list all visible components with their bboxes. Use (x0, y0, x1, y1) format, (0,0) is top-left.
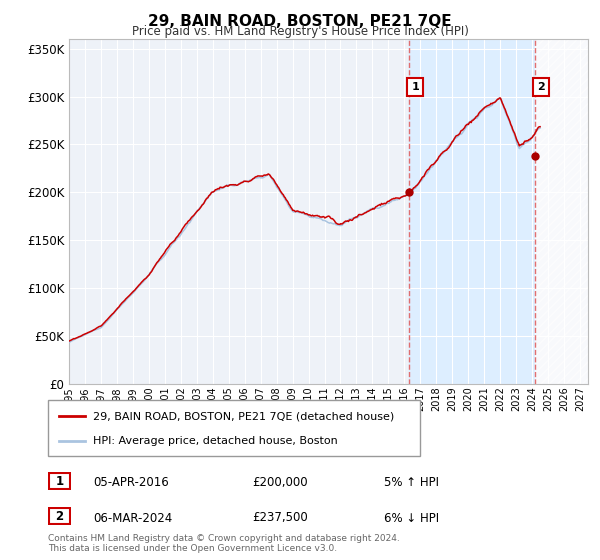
Text: Price paid vs. HM Land Registry's House Price Index (HPI): Price paid vs. HM Land Registry's House … (131, 25, 469, 38)
Text: 1: 1 (55, 474, 64, 488)
Bar (535, 39, 588, 384)
Text: 2: 2 (537, 82, 545, 92)
FancyBboxPatch shape (48, 400, 420, 456)
Text: 05-APR-2016: 05-APR-2016 (93, 476, 169, 489)
Text: HPI: Average price, detached house, Boston: HPI: Average price, detached house, Bost… (92, 436, 337, 446)
Text: 2: 2 (55, 510, 64, 523)
Text: 6% ↓ HPI: 6% ↓ HPI (384, 511, 439, 525)
Text: £237,500: £237,500 (252, 511, 308, 525)
Text: 06-MAR-2024: 06-MAR-2024 (93, 511, 172, 525)
Text: 29, BAIN ROAD, BOSTON, PE21 7QE: 29, BAIN ROAD, BOSTON, PE21 7QE (148, 14, 452, 29)
Text: Contains HM Land Registry data © Crown copyright and database right 2024.
This d: Contains HM Land Registry data © Crown c… (48, 534, 400, 553)
Bar (409, 39, 535, 384)
Text: 1: 1 (412, 82, 419, 92)
Text: £200,000: £200,000 (252, 476, 308, 489)
Text: 29, BAIN ROAD, BOSTON, PE21 7QE (detached house): 29, BAIN ROAD, BOSTON, PE21 7QE (detache… (92, 411, 394, 421)
Text: 5% ↑ HPI: 5% ↑ HPI (384, 476, 439, 489)
